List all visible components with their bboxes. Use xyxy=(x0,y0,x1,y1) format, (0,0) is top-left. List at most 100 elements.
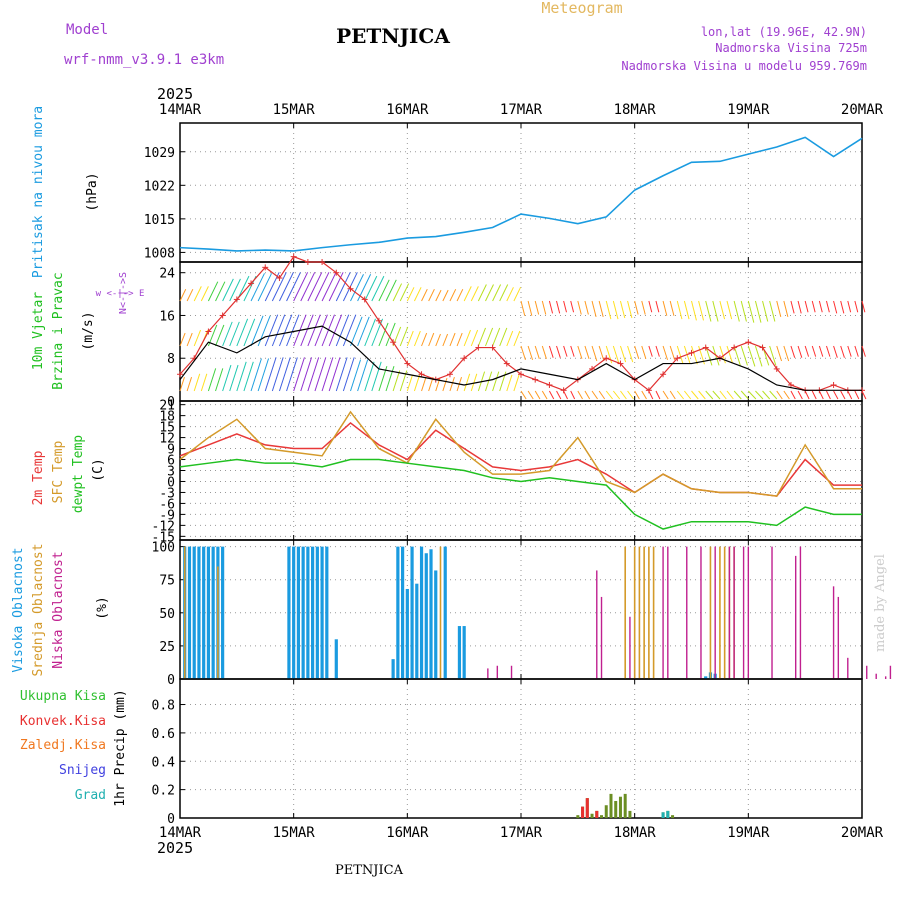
model-elevation-text: Nadmorska Visina u modelu 959.769m xyxy=(621,59,867,73)
date-axis-bottom: 14MAR 15MAR 16MAR 17MAR 18MAR 19MAR 20MAR xyxy=(159,825,884,841)
wind-vector xyxy=(826,345,831,357)
wind-vector xyxy=(413,374,421,392)
wind-vector xyxy=(619,345,627,363)
wind-vector xyxy=(222,278,234,302)
wind-vector xyxy=(591,390,598,400)
wind-vector xyxy=(492,327,501,347)
wind-vector xyxy=(463,329,471,347)
high-cloud-bar xyxy=(311,546,315,679)
wind-vector xyxy=(250,273,265,302)
wind-vector xyxy=(619,300,626,319)
high-cloud-title: Visoka Oblacnost xyxy=(11,547,26,672)
y-tick-label: 21 xyxy=(159,399,175,414)
wind-vector xyxy=(548,300,554,314)
mid-cloud-bar xyxy=(723,546,726,679)
date-label-top: 14MAR xyxy=(159,102,202,118)
date-label-top: 16MAR xyxy=(386,102,429,118)
wind-vector xyxy=(662,345,669,361)
wind-vector xyxy=(385,279,397,302)
wind-vector xyxy=(605,300,612,320)
wind-vector xyxy=(776,300,782,317)
wind-vector xyxy=(406,287,415,302)
wind-vector xyxy=(257,315,271,347)
low-cloud-title: Niska Oblacnost xyxy=(51,551,66,668)
wind-vector xyxy=(747,390,757,400)
wind-vector xyxy=(236,318,249,347)
low-cloud-bar xyxy=(837,596,840,679)
wind-vector xyxy=(563,390,568,400)
wind-vector xyxy=(769,300,776,322)
wind-vector xyxy=(698,390,706,400)
wind-vector xyxy=(215,368,224,392)
wind-vector xyxy=(215,324,225,347)
mid-cloud-bar xyxy=(648,546,650,679)
high-cloud-bar xyxy=(197,546,201,679)
y-tick-label: 0 xyxy=(167,812,175,827)
credit-text: made by Angel xyxy=(873,554,888,652)
wind-vector xyxy=(804,390,810,400)
wind-vector xyxy=(698,300,705,321)
high-cloud-bar xyxy=(415,583,419,679)
wind-vector xyxy=(250,358,262,392)
wind-vector xyxy=(421,376,427,392)
wind-vector xyxy=(534,345,540,359)
wind-vector xyxy=(499,284,509,302)
wind-vector xyxy=(406,330,414,347)
wind-vector xyxy=(413,330,421,347)
wind-vector xyxy=(705,300,712,322)
wind-vector xyxy=(847,390,853,400)
wind-vector xyxy=(541,390,548,400)
wind-vector xyxy=(797,345,803,358)
high-cloud-bar xyxy=(221,546,225,679)
wind-title-2: Brzina i Pravac xyxy=(51,272,66,389)
wind-vector xyxy=(570,300,575,313)
wind-vector xyxy=(826,390,831,400)
grad-precip-bar xyxy=(666,810,670,818)
wind-vector xyxy=(449,332,456,347)
convective-precip-bar xyxy=(585,798,589,818)
low-cloud-bar xyxy=(600,596,603,679)
wind-vector xyxy=(655,300,660,313)
wind-vector xyxy=(378,279,390,302)
wind-vector xyxy=(406,374,413,392)
total-precip-bar xyxy=(590,813,594,818)
mid-cloud-bar xyxy=(439,546,442,679)
wind-vector xyxy=(385,322,396,347)
low-cloud-bar xyxy=(747,546,750,679)
pressure-title: Pritisak na nivou mora xyxy=(31,106,46,278)
wind-vector xyxy=(676,300,683,320)
wind-vector xyxy=(463,373,471,392)
wind-vector xyxy=(342,314,357,347)
y-tick-label: 0 xyxy=(167,475,175,490)
pressure-unit: (hPa) xyxy=(85,172,100,211)
wind-vector xyxy=(804,345,810,357)
wind-vector xyxy=(492,284,502,302)
wind-vector xyxy=(499,327,508,347)
wind-vector xyxy=(186,376,193,392)
mid-cloud-bar xyxy=(643,546,645,679)
wind-vector xyxy=(357,359,369,392)
legend-snow: Snijeg xyxy=(59,763,106,778)
wind-vector xyxy=(769,390,778,400)
wind-vector xyxy=(797,300,802,314)
wind-vector xyxy=(534,390,541,400)
wind-vector xyxy=(357,274,372,302)
wind-vector xyxy=(740,300,747,322)
wind-vector xyxy=(435,333,441,347)
wind-vector xyxy=(598,300,604,317)
wind-vector xyxy=(811,390,817,400)
y-tick-label: 0.2 xyxy=(152,784,175,799)
wind-vector xyxy=(506,287,514,302)
date-label-bottom: 17MAR xyxy=(500,825,543,841)
sfc-temp-line xyxy=(179,410,862,497)
wind-vector xyxy=(470,286,479,302)
total-precip-bar xyxy=(609,793,613,818)
wind-vector xyxy=(577,390,583,400)
wind-vector xyxy=(243,361,254,392)
mid-cloud-bar xyxy=(638,546,641,679)
y-tick-label: 8 xyxy=(167,352,175,367)
wind-vector xyxy=(641,345,647,359)
wind-vector xyxy=(513,374,520,392)
wind-vector xyxy=(271,357,284,392)
